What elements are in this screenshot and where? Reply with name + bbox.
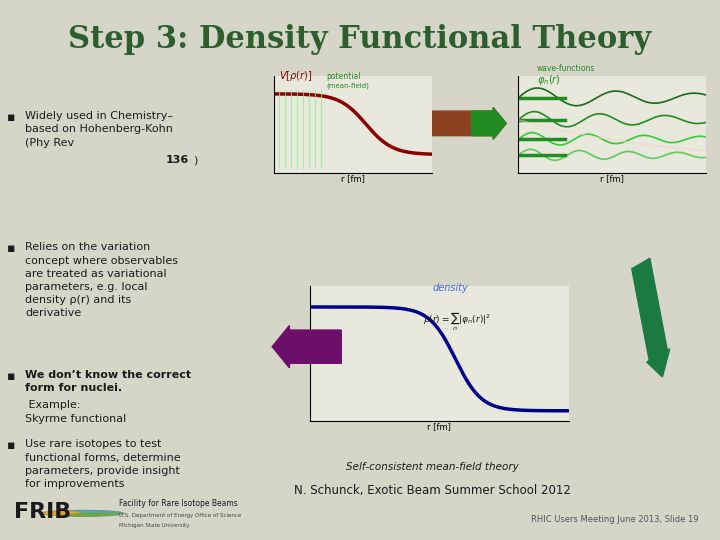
Text: RHIC Users Meeting June 2013, Slide 19: RHIC Users Meeting June 2013, Slide 19	[531, 515, 698, 524]
FancyArrow shape	[631, 258, 670, 377]
Wedge shape	[63, 514, 122, 516]
Text: $\rho(r) = \sum_n |\varphi_n(r)|^2$: $\rho(r) = \sum_n |\varphi_n(r)|^2$	[423, 310, 491, 333]
FancyArrow shape	[272, 326, 341, 368]
Text: We don’t know the correct
form for nuclei.: We don’t know the correct form for nucle…	[25, 370, 192, 393]
Text: Use rare isotopes to test
functional forms, determine
parameters, provide insigh: Use rare isotopes to test functional for…	[25, 440, 181, 489]
Text: ▪: ▪	[7, 440, 16, 453]
Text: Self-consistent mean-field theory: Self-consistent mean-field theory	[346, 462, 518, 472]
Text: (mean-field): (mean-field)	[326, 83, 369, 89]
Text: density: density	[433, 284, 469, 293]
Text: N. Schunck, Exotic Beam Summer School 2012: N. Schunck, Exotic Beam Summer School 20…	[294, 484, 570, 497]
X-axis label: r [fm]: r [fm]	[427, 423, 451, 431]
Text: Michigan State University: Michigan State University	[119, 523, 189, 528]
Text: ▪: ▪	[7, 370, 16, 383]
Text: Widely used in Chemistry–
based on Hohenberg-Kohn
(Phy Rev: Widely used in Chemistry– based on Hohen…	[25, 111, 174, 147]
Text: potential: potential	[326, 72, 361, 80]
Text: ): )	[193, 156, 197, 165]
Text: $V[\rho(r)]$: $V[\rho(r)]$	[279, 69, 312, 83]
X-axis label: r [fm]: r [fm]	[341, 174, 365, 183]
Text: Relies on the variation
concept where observables
are treated as variational
par: Relies on the variation concept where ob…	[25, 242, 179, 319]
FancyArrow shape	[472, 107, 506, 139]
Text: ▪: ▪	[7, 111, 16, 124]
Wedge shape	[63, 510, 122, 514]
Text: wave-functions: wave-functions	[537, 64, 595, 73]
FancyArrow shape	[433, 107, 506, 139]
Text: U.S. Department of Energy Office of Science: U.S. Department of Energy Office of Scie…	[119, 513, 241, 518]
Text: Example:
Skyrme functional: Example: Skyrme functional	[25, 401, 127, 424]
Text: ▪: ▪	[7, 242, 16, 255]
Text: FRIB: FRIB	[14, 502, 72, 522]
Text: $\varphi_n(r)$: $\varphi_n(r)$	[537, 73, 561, 87]
X-axis label: r [fm]: r [fm]	[600, 174, 624, 183]
Text: Step 3: Density Functional Theory: Step 3: Density Functional Theory	[68, 24, 652, 55]
Text: 136: 136	[166, 156, 189, 165]
Text: Facility for Rare Isotope Beams: Facility for Rare Isotope Beams	[119, 498, 238, 508]
Wedge shape	[43, 511, 83, 516]
